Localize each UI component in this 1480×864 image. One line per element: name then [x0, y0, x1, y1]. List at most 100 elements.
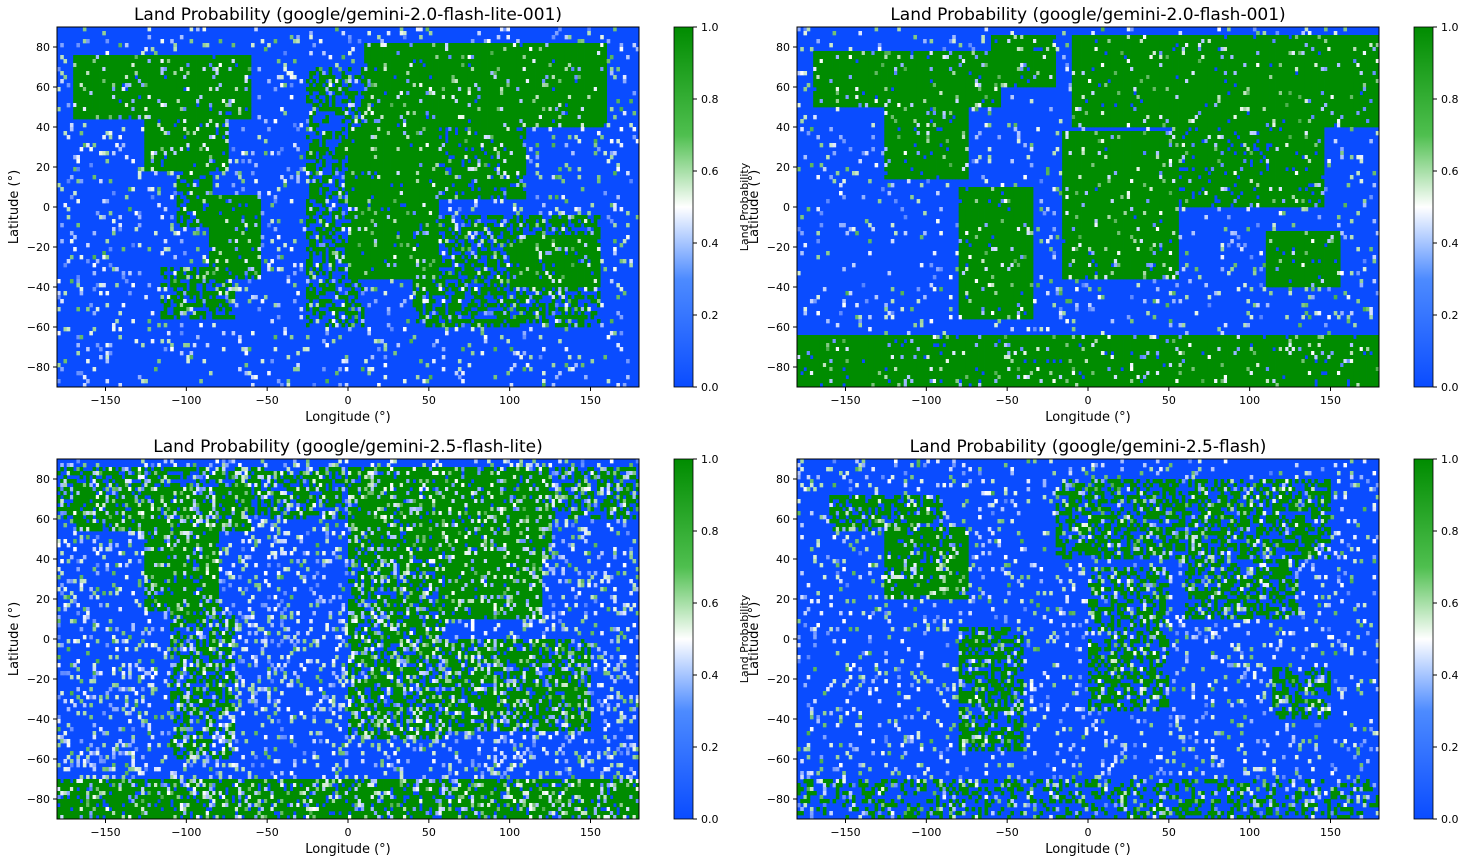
heatmap-cell	[400, 227, 404, 231]
heatmap-cell	[312, 167, 316, 171]
heatmap-cell	[160, 95, 164, 99]
heatmap-cell	[448, 91, 452, 95]
heatmap-cell	[390, 63, 394, 67]
heatmap-cell	[316, 191, 320, 195]
heatmap-cell	[497, 135, 501, 139]
heatmap-cell	[494, 143, 498, 147]
heatmap-cell	[413, 119, 417, 123]
heatmap-cell	[160, 55, 164, 59]
heatmap-cell	[484, 107, 488, 111]
heatmap-cell	[461, 107, 465, 111]
heatmap-cell	[183, 79, 187, 83]
heatmap-cell	[607, 159, 611, 163]
heatmap-cell	[367, 79, 371, 83]
heatmap-cell	[203, 223, 207, 227]
heatmap-cell	[574, 71, 578, 75]
heatmap-cell	[458, 179, 462, 183]
heatmap-cell	[225, 215, 229, 219]
heatmap-cell	[125, 79, 129, 83]
heatmap-cell	[380, 211, 384, 215]
heatmap-cell	[513, 203, 517, 207]
heatmap-cell	[561, 71, 565, 75]
heatmap-cell	[519, 119, 523, 123]
heatmap-cell	[89, 115, 93, 119]
heatmap-cell	[267, 79, 271, 83]
heatmap-cell	[578, 79, 582, 83]
heatmap-cell	[358, 143, 362, 147]
heatmap-cell	[526, 219, 530, 223]
heatmap-cell	[309, 87, 313, 91]
heatmap-cell	[157, 151, 161, 155]
heatmap-cell	[571, 47, 575, 51]
heatmap-cell	[89, 95, 93, 99]
heatmap-cell	[516, 79, 520, 83]
heatmap-cell	[380, 187, 384, 191]
heatmap-cell	[529, 91, 533, 95]
heatmap-cell	[442, 183, 446, 187]
heatmap-cell	[384, 75, 388, 79]
heatmap-cell	[581, 99, 585, 103]
heatmap-cell	[451, 75, 455, 79]
heatmap-cell	[387, 195, 391, 199]
heatmap-cell	[222, 79, 226, 83]
heatmap-cell	[510, 179, 514, 183]
heatmap-cell	[157, 167, 161, 171]
heatmap-cell	[552, 55, 556, 59]
heatmap-cell	[367, 155, 371, 159]
heatmap-cell	[426, 195, 430, 199]
heatmap-cell	[616, 163, 620, 167]
heatmap-cell	[148, 155, 152, 159]
heatmap-cell	[235, 159, 239, 163]
heatmap-cell	[112, 99, 116, 103]
heatmap-cell	[419, 167, 423, 171]
heatmap-cell	[225, 79, 229, 83]
heatmap-cell	[545, 95, 549, 99]
heatmap-cell	[439, 119, 443, 123]
heatmap-cell	[348, 95, 352, 99]
heatmap-cell	[519, 71, 523, 75]
heatmap-cell	[471, 159, 475, 163]
heatmap-cell	[206, 207, 210, 211]
heatmap-cell	[416, 155, 420, 159]
heatmap-cell	[160, 135, 164, 139]
heatmap-cell	[581, 91, 585, 95]
heatmap-cell	[464, 43, 468, 47]
heatmap-cell	[135, 83, 139, 87]
heatmap-cell	[371, 55, 375, 59]
heatmap-cell	[442, 219, 446, 223]
heatmap-cell	[138, 103, 142, 107]
heatmap-cell	[329, 79, 333, 83]
heatmap-cell	[157, 203, 161, 207]
heatmap-cell	[442, 43, 446, 47]
heatmap-cell	[316, 83, 320, 87]
heatmap-cell	[519, 115, 523, 119]
heatmap-cell	[416, 223, 420, 227]
heatmap-cell	[529, 83, 533, 87]
heatmap-cell	[358, 195, 362, 199]
heatmap-cell	[510, 47, 514, 51]
heatmap-cell	[160, 75, 164, 79]
heatmap-cell	[351, 219, 355, 223]
heatmap-cell	[238, 215, 242, 219]
heatmap-cell	[500, 43, 504, 47]
heatmap-cell	[542, 51, 546, 55]
heatmap-cell	[581, 115, 585, 119]
heatmap-cell	[500, 27, 504, 31]
heatmap-cell	[603, 43, 607, 47]
heatmap-cell	[464, 143, 468, 147]
heatmap-cell	[400, 83, 404, 87]
heatmap-cell	[603, 111, 607, 115]
heatmap-cell	[400, 51, 404, 55]
heatmap-cell	[536, 43, 540, 47]
heatmap-cell	[561, 123, 565, 127]
heatmap-cell	[332, 167, 336, 171]
heatmap-cell	[513, 155, 517, 159]
heatmap-cell	[102, 71, 106, 75]
heatmap-cell	[180, 143, 184, 147]
heatmap-cell	[374, 111, 378, 115]
heatmap-cell	[510, 111, 514, 115]
heatmap-cell	[144, 127, 148, 131]
heatmap-cell	[422, 43, 426, 47]
heatmap-cell	[367, 51, 371, 55]
heatmap-cell	[180, 223, 184, 227]
